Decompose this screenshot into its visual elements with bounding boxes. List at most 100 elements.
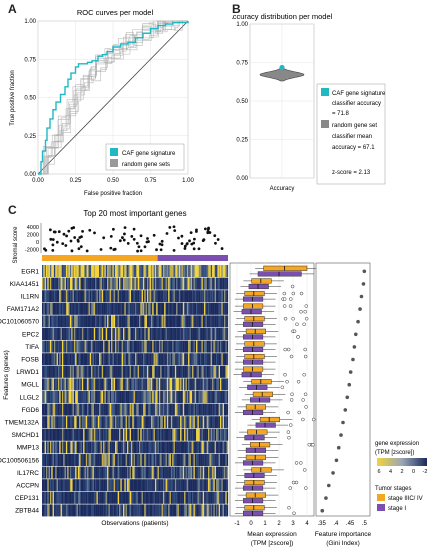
heatmap-cell bbox=[91, 340, 93, 353]
heatmap-cell bbox=[200, 479, 202, 492]
heatmap-cell bbox=[53, 353, 56, 366]
heatmap-cell bbox=[192, 302, 194, 315]
heatmap-cell bbox=[59, 391, 61, 403]
heatmap-cell bbox=[140, 353, 142, 366]
heatmap-cell bbox=[173, 302, 176, 315]
heatmap-cell bbox=[131, 454, 133, 466]
expression-outlier bbox=[302, 468, 307, 472]
heatmap-cell bbox=[43, 428, 45, 441]
heatmap-cell bbox=[115, 491, 117, 504]
heatmap-cell bbox=[77, 302, 80, 315]
heatmap-cell bbox=[162, 302, 165, 315]
heatmap-cell bbox=[164, 277, 166, 290]
heatmap-cell bbox=[95, 403, 97, 416]
heatmap-cell bbox=[213, 353, 215, 366]
heatmap-cell bbox=[162, 391, 165, 403]
stromal-tick-label: 2000 bbox=[27, 232, 39, 238]
heatmap-cell bbox=[156, 391, 158, 403]
heatmap-cell bbox=[52, 466, 55, 479]
heatmap-cell bbox=[218, 302, 221, 315]
heatmap-cell bbox=[95, 428, 97, 441]
stromal-dot bbox=[88, 228, 92, 232]
heatmap-cell bbox=[162, 491, 165, 504]
stromal-dot bbox=[70, 249, 74, 253]
heatmap-cell bbox=[92, 391, 94, 403]
stromal-dot bbox=[57, 230, 61, 234]
heatmap-cell bbox=[173, 353, 176, 366]
heatmap-cell bbox=[213, 328, 215, 340]
heatmap-cell bbox=[217, 265, 219, 277]
heatmap-cell bbox=[214, 491, 217, 504]
heatmap-cell bbox=[180, 290, 182, 303]
heatmap-cell bbox=[61, 328, 64, 340]
heatmap-cell bbox=[221, 340, 223, 353]
heatmap-cell bbox=[97, 302, 100, 315]
gene-label: SMCHD1 bbox=[12, 432, 40, 439]
heatmap-cell bbox=[135, 416, 137, 429]
expr-legend-tick-label: 0 bbox=[412, 469, 415, 475]
heatmap-cell bbox=[117, 428, 120, 441]
heatmap-cell bbox=[157, 441, 160, 454]
heatmap-cell bbox=[140, 416, 142, 429]
heatmap-cell bbox=[85, 365, 88, 378]
heatmap-cell bbox=[72, 290, 75, 303]
heatmap-cell bbox=[177, 466, 179, 479]
expression-box bbox=[243, 409, 264, 416]
heatmap-cell bbox=[200, 391, 202, 403]
heatmap-cell bbox=[172, 290, 174, 303]
heatmap-cell bbox=[103, 315, 105, 328]
heatmap-cell bbox=[158, 391, 161, 403]
heatmap-cell bbox=[123, 428, 125, 441]
heatmap-cell bbox=[123, 479, 125, 492]
heatmap-cell bbox=[95, 315, 97, 328]
heatmap-cell bbox=[193, 466, 195, 479]
heatmap-cell bbox=[65, 302, 68, 315]
roc-ytick-label: 1.00 bbox=[24, 19, 36, 25]
heatmap-cell bbox=[137, 416, 140, 429]
expr-legend-tick-label: -2 bbox=[423, 469, 428, 475]
heatmap-cell bbox=[96, 416, 98, 429]
expression-box bbox=[244, 341, 265, 347]
heatmap-cell bbox=[158, 328, 161, 340]
heatmap-cell bbox=[127, 391, 129, 403]
heatmap-cell bbox=[113, 302, 116, 315]
heatmap-cell bbox=[214, 403, 217, 416]
heatmap-cell bbox=[72, 353, 75, 366]
heatmap-cell bbox=[158, 479, 161, 492]
heatmap-cell bbox=[162, 428, 165, 441]
heatmap-cell bbox=[133, 353, 136, 366]
expression-box bbox=[250, 442, 271, 448]
heatmap-cell bbox=[115, 365, 117, 378]
heatmap-cell bbox=[153, 391, 156, 403]
heatmap-cell bbox=[204, 328, 206, 340]
heatmap-cell bbox=[165, 428, 168, 441]
heatmap-cell bbox=[168, 466, 170, 479]
heatmap-cell bbox=[220, 441, 222, 454]
heatmap-cell bbox=[164, 441, 166, 454]
heatmap-cell bbox=[128, 378, 130, 391]
heatmap-cell bbox=[92, 491, 94, 504]
heatmap-cell bbox=[61, 403, 64, 416]
heatmap-cell bbox=[141, 265, 144, 277]
heatmap-cell bbox=[67, 479, 69, 492]
heatmap-cell bbox=[216, 277, 218, 290]
heatmap-cell bbox=[182, 441, 185, 454]
heatmap-cell bbox=[214, 504, 217, 517]
heatmap-cell bbox=[123, 466, 125, 479]
heatmap-cell bbox=[216, 315, 218, 328]
heatmap-cell bbox=[117, 277, 120, 290]
heatmap-cell bbox=[165, 365, 168, 378]
heatmap-cell bbox=[166, 353, 169, 366]
heatmap-cell bbox=[105, 340, 108, 353]
heatmap-cell bbox=[145, 441, 148, 454]
heatmap-cell bbox=[225, 315, 227, 328]
heatmap-cell bbox=[119, 340, 121, 353]
heatmap-cell bbox=[107, 265, 109, 277]
heatmap-cell bbox=[165, 491, 168, 504]
heatmap-cell bbox=[79, 428, 81, 441]
heatmap-cell bbox=[137, 328, 140, 340]
heatmap-cell bbox=[226, 403, 229, 416]
heatmap-cell bbox=[201, 416, 203, 429]
heatmap-cell bbox=[218, 403, 221, 416]
heatmap-cell bbox=[59, 416, 61, 429]
